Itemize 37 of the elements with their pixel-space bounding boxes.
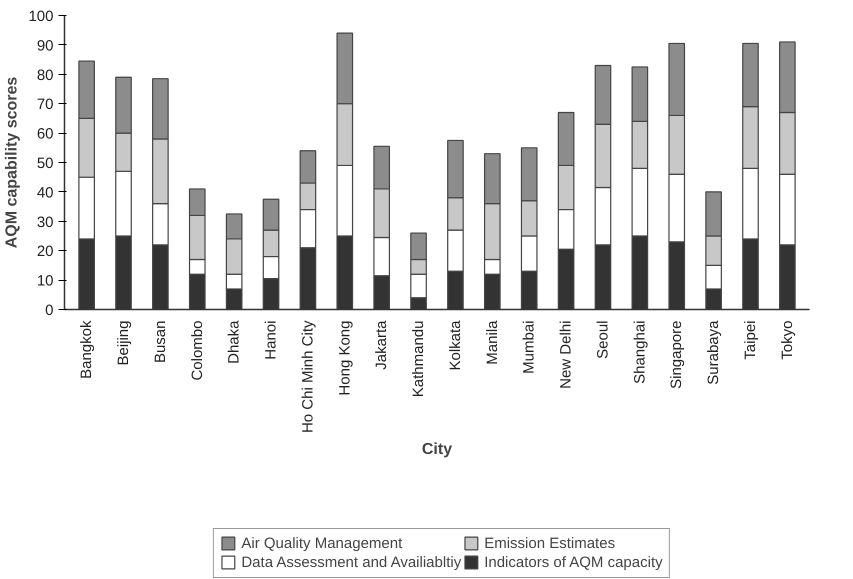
x-tick-label: Beijing	[115, 320, 132, 366]
y-tick-label: 0	[45, 302, 54, 319]
legend-label: Data Assessment and Availiabltiy	[241, 554, 462, 571]
x-tick-label: Hong Kong	[336, 320, 354, 396]
y-tick-label: 100	[28, 8, 54, 25]
y-tick-label: 90	[36, 37, 54, 54]
x-axis-title: City	[422, 441, 452, 458]
x-tick-label: Singapore	[668, 320, 686, 389]
x-tick-label: Tokyo	[778, 320, 796, 360]
x-tick-label: Hanoi	[262, 320, 280, 360]
legend-label: Air Quality Management	[241, 534, 402, 552]
x-tick-label: Jakarta	[373, 320, 390, 370]
x-tick-label: Manila	[484, 320, 501, 365]
x-tick-label: Busan	[152, 320, 169, 364]
y-tick-label: 80	[36, 66, 54, 84]
x-tick-label: Bangkok	[78, 320, 96, 379]
legend-label: Indicators of AQM capacity	[484, 554, 663, 571]
x-tick-label: Dhaka	[226, 320, 243, 364]
y-tick-label: 40	[36, 184, 54, 202]
y-tick-label: 20	[36, 243, 54, 260]
y-tick-label: 30	[36, 214, 54, 231]
legend-label: Emission Estimates	[484, 534, 616, 552]
x-tick-label: Ho Chi Minh City	[299, 320, 316, 434]
x-tick-label: Colombo	[188, 320, 206, 381]
y-tick-label: 70	[36, 96, 54, 114]
x-tick-label: Seoul	[594, 320, 612, 359]
x-tick-label: Kolkata	[446, 320, 464, 371]
x-tick-label: Kathmandu	[410, 320, 428, 398]
y-axis-title: AQM capability scores	[3, 76, 20, 248]
x-tick-label: Shanghai	[631, 320, 648, 384]
x-tick-label: Mumbai	[520, 320, 538, 374]
x-tick-label: New Delhi	[558, 320, 575, 389]
x-tick-label: Surabaya	[705, 320, 722, 385]
x-tick-label: Taipei	[742, 320, 759, 360]
y-tick-label: 10	[36, 272, 54, 290]
y-tick-label: 60	[36, 126, 54, 143]
y-tick-label: 50	[36, 155, 54, 172]
